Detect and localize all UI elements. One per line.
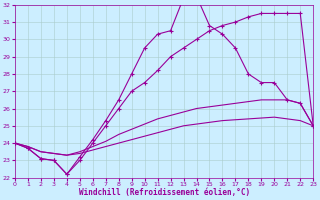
X-axis label: Windchill (Refroidissement éolien,°C): Windchill (Refroidissement éolien,°C) [78,188,250,197]
